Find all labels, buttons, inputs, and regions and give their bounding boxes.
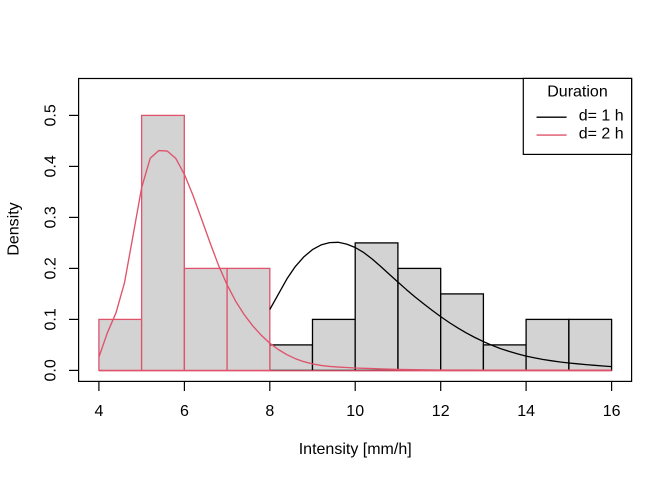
svg-text:12: 12: [432, 403, 450, 420]
svg-text:0.3: 0.3: [42, 206, 59, 228]
svg-text:Density: Density: [6, 202, 23, 255]
svg-text:8: 8: [265, 403, 274, 420]
svg-text:16: 16: [603, 403, 621, 420]
svg-text:6: 6: [180, 403, 189, 420]
svg-text:0.4: 0.4: [42, 155, 59, 177]
svg-text:d= 1 h: d= 1 h: [579, 108, 624, 125]
svg-text:Intensity [mm/h]: Intensity [mm/h]: [299, 441, 412, 458]
svg-text:0.0: 0.0: [42, 359, 59, 381]
svg-text:4: 4: [94, 403, 103, 420]
svg-text:0.2: 0.2: [42, 257, 59, 279]
svg-text:0.1: 0.1: [42, 308, 59, 330]
svg-text:d= 2 h: d= 2 h: [579, 126, 624, 143]
svg-text:Duration: Duration: [547, 84, 607, 101]
svg-text:0.5: 0.5: [42, 104, 59, 126]
svg-text:10: 10: [346, 403, 364, 420]
svg-text:14: 14: [517, 403, 535, 420]
